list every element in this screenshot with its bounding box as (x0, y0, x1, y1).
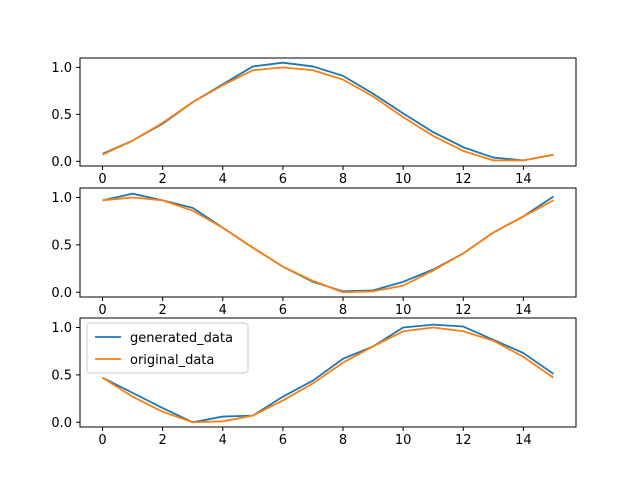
subplot-1: 0 2 4 6 8 10 12 14 0.0 0.5 1.0 (51, 57, 577, 187)
x-tick-label: 10 (395, 433, 412, 448)
y-tick-label: 0.0 (51, 416, 72, 431)
legend: generated_data original_data (86, 322, 249, 374)
x-tick-label: 6 (279, 172, 287, 187)
axes-frame (79, 187, 577, 298)
y-tick-label: 0.5 (51, 238, 72, 253)
x-tick-label: 6 (279, 303, 287, 318)
series-line-2-subplot-1 (102, 66, 554, 162)
x-tick-label: 14 (515, 303, 532, 318)
x-tick-label: 2 (159, 303, 167, 318)
x-tick-label: 8 (339, 433, 347, 448)
series-line-1-subplot-3 (102, 323, 554, 424)
x-tick-label: 14 (515, 172, 532, 187)
x-tick-label: 4 (219, 433, 227, 448)
x-tick-label: 2 (159, 433, 167, 448)
subplot-2: 0 2 4 6 8 10 12 14 0.0 0.5 1.0 (51, 187, 577, 318)
x-tick-label: 10 (395, 172, 412, 187)
x-tick-label: 8 (339, 303, 347, 318)
y-tick-label: 1.0 (51, 321, 72, 336)
series-line-2-subplot-2 (102, 196, 554, 294)
x-tick-label: 2 (159, 172, 167, 187)
legend-label: generated_data (130, 331, 233, 346)
series-line-1-subplot-1 (102, 61, 554, 162)
subplot-3: 0 2 4 6 8 10 12 14 0.0 0.5 1.0 generated_dataorigin… (51, 317, 577, 448)
legend-label: original_data (130, 353, 214, 368)
x-tick-label: 4 (219, 172, 227, 187)
x-tick-label: 8 (339, 172, 347, 187)
y-tick-label: 0.5 (51, 368, 72, 383)
y-tick-label: 0.0 (51, 155, 72, 170)
axes-frame (79, 57, 577, 167)
y-tick-label: 1.0 (51, 191, 72, 206)
series-line-2-subplot-3 (102, 326, 554, 424)
x-tick-label: 4 (219, 303, 227, 318)
axes-frame (79, 317, 577, 428)
x-tick-label: 0 (98, 433, 106, 448)
y-tick-label: 0.0 (51, 286, 72, 301)
legend-box (86, 322, 249, 374)
y-tick-label: 0.5 (51, 108, 72, 123)
series-line-1-subplot-2 (102, 192, 554, 293)
x-tick-label: 12 (455, 303, 472, 318)
x-tick-label: 10 (395, 303, 412, 318)
x-tick-label: 12 (455, 433, 472, 448)
x-tick-label: 0 (98, 172, 106, 187)
x-tick-label: 12 (455, 172, 472, 187)
x-tick-label: 14 (515, 433, 532, 448)
x-tick-label: 0 (98, 303, 106, 318)
y-tick-label: 1.0 (51, 61, 72, 76)
x-tick-label: 6 (279, 433, 287, 448)
